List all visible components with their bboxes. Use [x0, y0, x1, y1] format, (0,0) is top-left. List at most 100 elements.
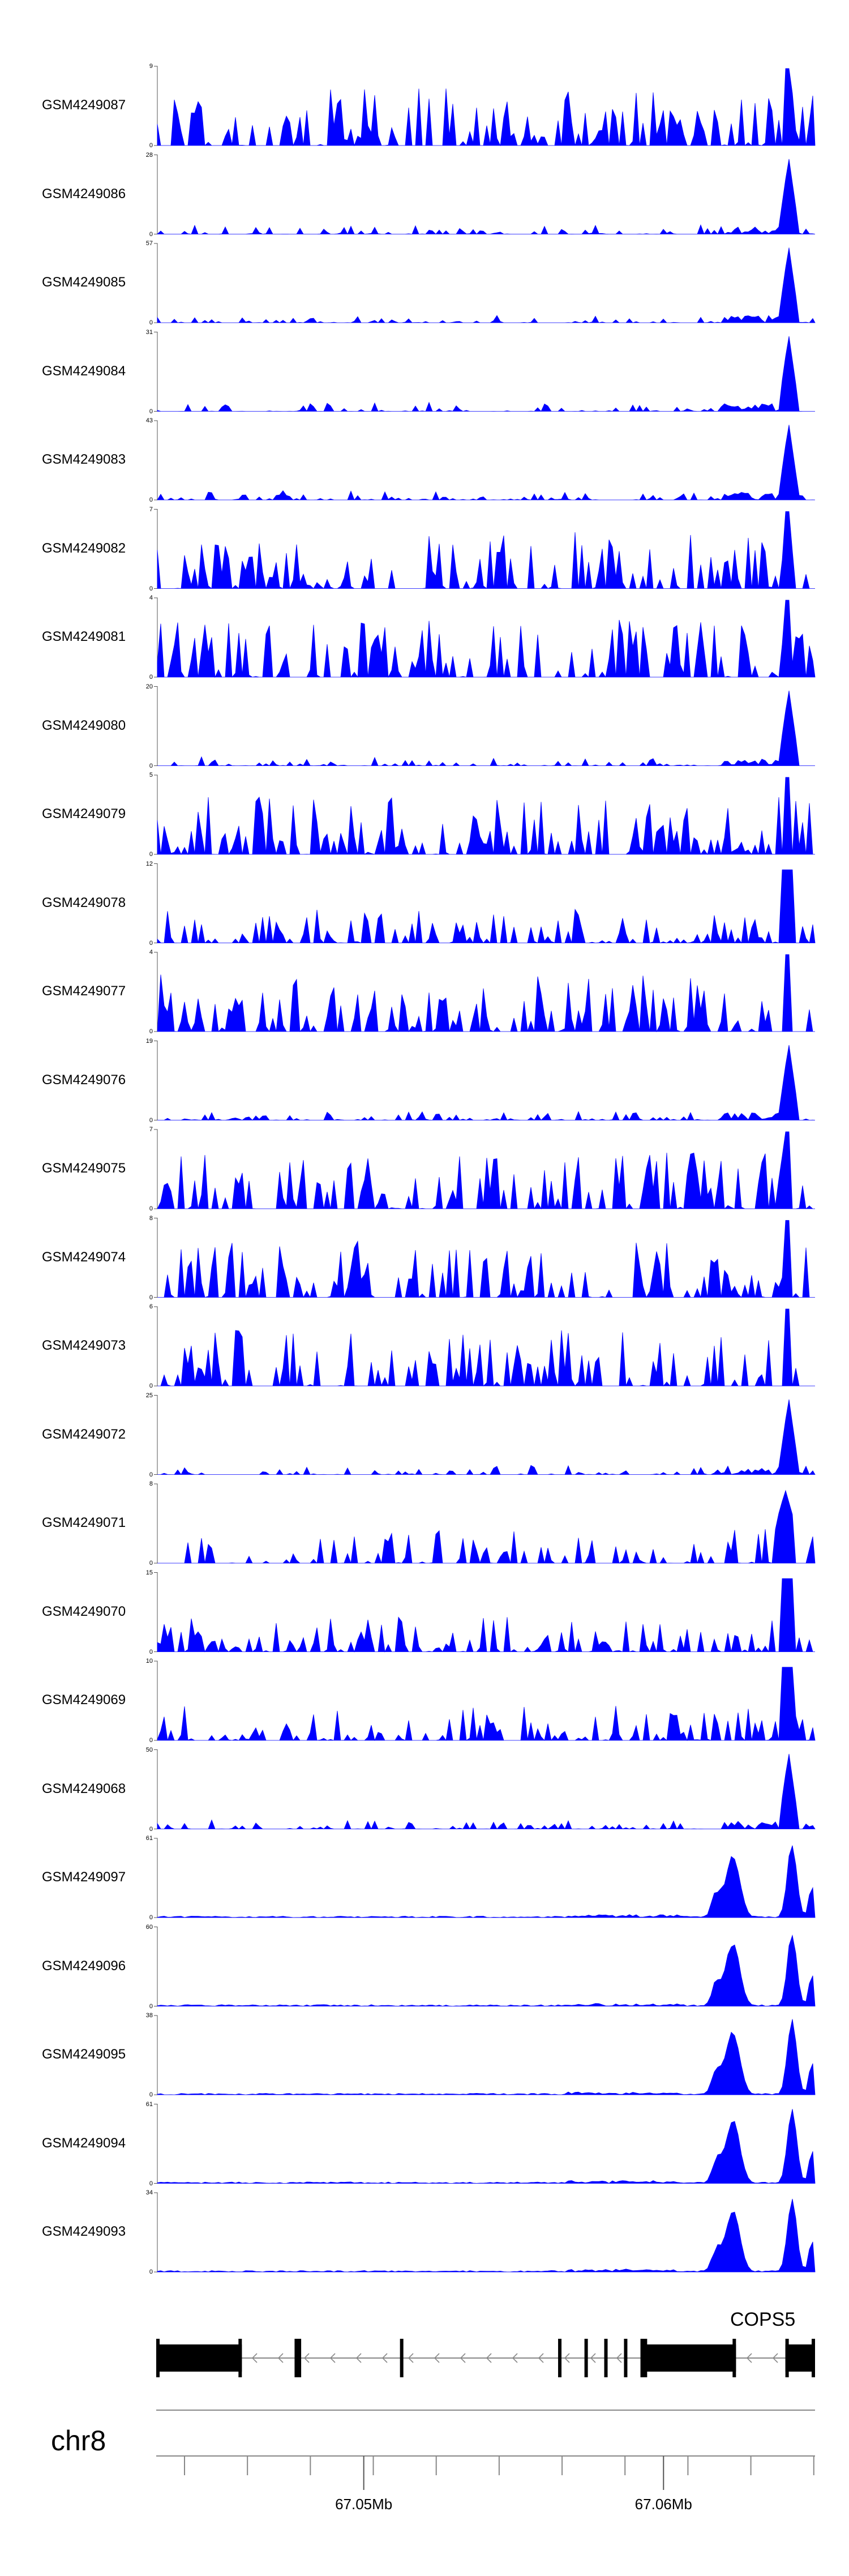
track-label: GSM4249083 — [42, 452, 126, 467]
track-y-axis — [154, 155, 158, 234]
track-label: GSM4249069 — [42, 1692, 126, 1708]
track-ymin-label: 0 — [149, 1383, 153, 1389]
track-y-axis — [154, 1927, 158, 2006]
track-GSM4249075 — [154, 1129, 815, 1210]
track-GSM4249079 — [154, 774, 815, 855]
strand-arrow — [434, 2353, 440, 2363]
track-y-axis — [154, 1483, 158, 1564]
strand-arrow — [303, 2353, 310, 2363]
track-GSM4249087 — [154, 66, 816, 147]
track-ymax-label: 4 — [149, 594, 153, 601]
track-GSM4249078 — [154, 863, 816, 944]
track-y-axis — [154, 509, 158, 589]
track-label: GSM4249084 — [42, 363, 126, 379]
track-GSM4249083 — [154, 420, 816, 500]
exon-edge — [644, 2339, 648, 2377]
coverage-area — [157, 1934, 816, 2006]
track-y-axis — [154, 1661, 158, 1741]
track-GSM4249069 — [154, 1661, 816, 1741]
track-ymax-label: 8 — [149, 1214, 153, 1222]
strand-arrow — [538, 2353, 544, 2363]
track-y-axis — [154, 420, 158, 500]
track-label: GSM4249097 — [42, 1869, 126, 1885]
track-GSM4249080 — [154, 686, 815, 767]
track-ymax-label: 8 — [149, 1480, 153, 1487]
track-y-axis — [154, 1041, 158, 1120]
track-y-axis — [154, 332, 158, 412]
track-ymin-label: 0 — [149, 585, 153, 592]
coverage-area — [157, 1578, 815, 1653]
track-GSM4249084 — [154, 332, 815, 412]
track-ymax-label: 60 — [145, 1923, 153, 1931]
strand-arrow — [329, 2353, 336, 2363]
coverage-area — [157, 1667, 816, 1741]
track-GSM4249074 — [154, 1218, 815, 1299]
coverage-area — [157, 2198, 816, 2273]
coverage-area — [157, 954, 815, 1033]
strand-arrow — [746, 2353, 752, 2363]
track-y-axis — [154, 2192, 158, 2273]
exon — [400, 2339, 404, 2377]
exon — [156, 2344, 242, 2372]
track-ymin-label: 0 — [149, 1825, 153, 1833]
coverage-area — [157, 1045, 816, 1121]
track-GSM4249073 — [154, 1306, 815, 1387]
track-ymin-label: 0 — [149, 2091, 153, 2098]
track-y-axis — [154, 774, 158, 855]
strand-arrow — [381, 2353, 388, 2363]
coverage-area — [157, 159, 816, 235]
track-ymin-label: 0 — [149, 851, 153, 858]
track-GSM4249072 — [154, 1395, 816, 1475]
coverage-area — [157, 690, 815, 767]
strand-arrow — [251, 2353, 258, 2363]
track-label: GSM4249076 — [42, 1072, 126, 1088]
track-ymax-label: 31 — [145, 328, 153, 336]
track-GSM4249076 — [154, 1041, 816, 1121]
coverage-area — [157, 1220, 815, 1299]
track-y-axis — [154, 2104, 158, 2184]
track-GSM4249094 — [154, 2104, 816, 2184]
track-GSM4249085 — [154, 243, 816, 323]
track-ymin-label: 0 — [149, 1737, 153, 1744]
gene-name-label: COPS5 — [730, 2309, 796, 2330]
coverage-area — [157, 777, 815, 855]
coverage-area — [157, 336, 815, 412]
track-ymin-label: 0 — [149, 674, 153, 681]
track-ymax-label: 20 — [145, 683, 153, 690]
track-label: GSM4249087 — [42, 97, 126, 113]
track-ymax-label: 34 — [145, 2189, 153, 2196]
coverage-area — [157, 1131, 815, 1210]
tick-label: 67.05Mb — [335, 2496, 393, 2513]
coverage-area — [157, 1308, 815, 1387]
exon — [604, 2339, 608, 2377]
chromosome-label: chr8 — [51, 2425, 106, 2457]
strand-arrow — [355, 2353, 362, 2363]
track-GSM4249070 — [154, 1572, 815, 1653]
track-GSM4249086 — [154, 155, 816, 235]
track-label: GSM4249085 — [42, 275, 126, 290]
coverage-area — [157, 1845, 816, 1918]
track-ymax-label: 5 — [149, 772, 153, 778]
exon-edge — [812, 2339, 815, 2377]
exon — [644, 2344, 736, 2372]
exon — [584, 2339, 588, 2377]
track-GSM4249081 — [154, 597, 816, 678]
coverage-area — [157, 869, 816, 944]
track-ymax-label: 38 — [145, 2012, 153, 2019]
track-label: GSM4249094 — [42, 2135, 126, 2151]
track-ymax-label: 28 — [145, 151, 153, 159]
exon-edge — [156, 2339, 160, 2377]
track-label: GSM4249078 — [42, 895, 126, 910]
track-y-axis — [154, 1838, 158, 1918]
track-ymin-label: 0 — [149, 1471, 153, 1478]
coverage-area — [157, 2109, 816, 2184]
track-label: GSM4249079 — [42, 806, 126, 821]
exon — [785, 2344, 815, 2372]
exon-edge — [238, 2339, 242, 2377]
track-label: GSM4249082 — [42, 540, 126, 556]
strand-arrow — [772, 2353, 778, 2363]
track-ymin-label: 0 — [149, 1914, 153, 1921]
track-y-axis — [154, 686, 158, 766]
track-ymax-label: 12 — [145, 860, 153, 867]
